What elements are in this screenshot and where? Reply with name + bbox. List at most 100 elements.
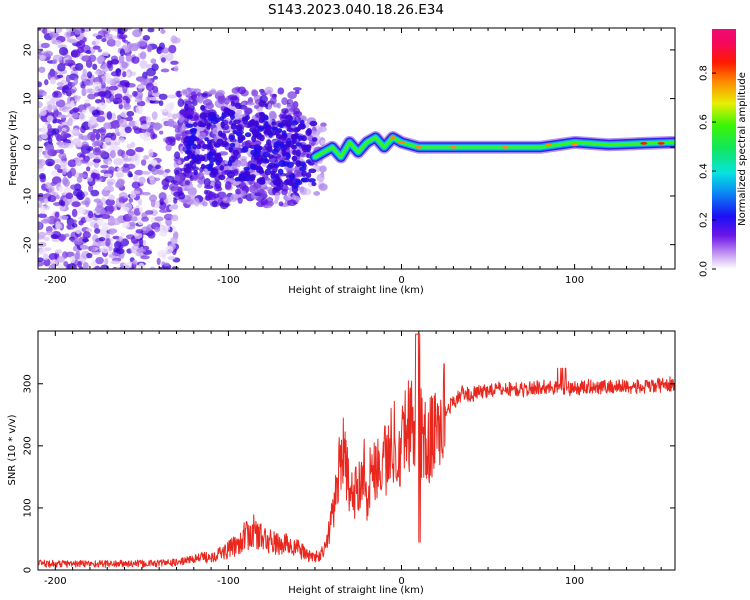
spectrogram-energy-blob (148, 175, 155, 181)
spectrogram-energy-blob (287, 91, 297, 100)
snr-frame (37, 330, 676, 571)
spectrogram-energy-blob (160, 57, 166, 63)
spectrogram-energy-blob (60, 18, 65, 23)
spectrogram-energy-blob (95, 22, 102, 27)
spectrogram-energy-blob (83, 80, 94, 86)
spectrogram-energy-blob (276, 102, 281, 109)
spectrogram-energy-blob (167, 94, 177, 99)
spectrogram-energy-blob (118, 54, 125, 64)
spectrogram-energy-blob (69, 167, 76, 177)
spectrogram-energy-blob (197, 96, 204, 104)
spectrogram-energy-blob (158, 100, 164, 107)
colorbar-tick-label: 0.0 (699, 261, 710, 277)
spectrogram-energy-blob (173, 198, 178, 204)
spectrogram-cluster-blob (243, 173, 251, 178)
spectrogram-energy-blob (118, 236, 123, 242)
spectrogram-energy-blob (134, 169, 144, 176)
spectrogram-energy-blob (96, 217, 104, 227)
spectrogram-energy-blob (114, 39, 121, 48)
spectrogram-cluster-blob (204, 164, 213, 170)
spectrogram-cluster-blob (274, 173, 280, 179)
ridge-peak (501, 145, 509, 149)
spectrogram-energy-blob (139, 51, 147, 60)
spectrogram-energy-blob (113, 247, 119, 253)
spectrogram-energy-blob (159, 209, 169, 213)
spectrogram-energy-blob (313, 191, 321, 196)
spectrogram-cluster-blob (295, 142, 303, 147)
spectrogram-energy-blob (131, 181, 141, 189)
spectrogram-energy-blob (252, 183, 262, 189)
spectrogram-energy-blob (136, 85, 147, 89)
spectrogram-energy-blob (71, 208, 78, 218)
spectrogram-energy-blob (73, 77, 79, 86)
spectrogram-energy-blob (134, 119, 140, 127)
spectrogram-energy-blob (94, 228, 101, 234)
spectrogram-energy-blob (105, 22, 115, 26)
spectrogram-energy-blob (40, 42, 50, 49)
spectrogram-energy-blob (67, 88, 77, 94)
spectrogram-cluster-blob (234, 177, 240, 182)
spectrogram-energy-blob (47, 137, 53, 144)
spectrogram-energy-blob (142, 35, 151, 41)
spectrogram-energy-blob (126, 163, 136, 170)
spectrogram-energy-blob (165, 143, 172, 152)
spectrogram-energy-blob (135, 105, 144, 115)
spectrogram-energy-blob (155, 269, 164, 274)
spectrogram-energy-blob (97, 102, 107, 110)
spectrogram-energy-blob (116, 202, 125, 208)
spectrogram-energy-blob (59, 142, 69, 149)
spectrogram-energy-blob (82, 262, 89, 269)
spectrogram-energy-blob (138, 262, 145, 269)
spectrogram-energy-blob (278, 201, 284, 207)
spectrogram-cluster-blob (256, 133, 263, 140)
spectrogram-energy-blob (65, 192, 74, 200)
spectrogram-energy-blob (144, 210, 154, 215)
spectrogram-energy-blob (127, 210, 134, 217)
spectrogram-energy-blob (149, 194, 158, 203)
spectrogram-energy-blob (152, 122, 163, 130)
spectrogram-energy-blob (45, 230, 54, 236)
spectrogram-energy-blob (102, 173, 113, 178)
spectrogram-cluster-blob (285, 152, 291, 160)
snr-plot-area (38, 333, 675, 568)
spectrogram-cluster-blob (267, 162, 276, 169)
spectrogram-energy-blob (171, 225, 176, 234)
spectrogram-energy-blob (86, 177, 94, 182)
spectrogram-energy-blob (92, 109, 101, 118)
spectrogram-cluster-blob (258, 116, 264, 124)
spectrogram-cluster-blob (218, 174, 226, 181)
spectrogram-energy-blob (54, 249, 63, 254)
spectrogram-energy-blob (281, 188, 288, 196)
spectrogram-cluster-blob (293, 132, 299, 140)
spectrogram-energy-blob (75, 225, 82, 235)
spectrogram-energy-blob (277, 87, 285, 95)
spectrogram-energy-blob (136, 248, 147, 253)
spectrogram-cluster-blob (228, 134, 235, 141)
spectrogram-energy-blob (186, 201, 196, 206)
spectrogram-energy-blob (38, 213, 48, 219)
spectrogram-energy-blob (84, 197, 91, 206)
spectrogram-cluster-blob (186, 114, 194, 120)
spectrogram-energy-blob (96, 56, 105, 63)
spectrogram-energy-blob (81, 144, 90, 149)
spectrogram-energy-blob (115, 67, 122, 77)
colorbar-tick-label: 0.8 (699, 65, 710, 81)
spectrogram-energy-blob (106, 20, 115, 25)
spectrogram-energy-blob (114, 127, 119, 134)
spectrogram-energy-blob (96, 200, 104, 209)
spectrogram-energy-blob (140, 255, 150, 260)
spectrogram-y-label: Frequency (Hz) (8, 110, 19, 186)
spectrogram-energy-blob (85, 166, 91, 172)
spectrogram-energy-blob (170, 35, 178, 44)
spectrogram-cluster-blob (197, 121, 204, 128)
spectrogram-energy-blob (165, 21, 175, 26)
spectrogram-energy-blob (51, 128, 60, 135)
spectrogram-energy-blob (156, 257, 161, 266)
spectrogram-energy-blob (216, 89, 226, 96)
spectrogram-energy-blob (103, 122, 112, 130)
spectrogram-cluster-blob (221, 112, 227, 119)
spectrogram-energy-blob (167, 112, 172, 118)
spectrogram-energy-blob (118, 118, 127, 128)
spectrogram-energy-blob (108, 269, 117, 273)
spectrogram-energy-blob (99, 150, 108, 157)
